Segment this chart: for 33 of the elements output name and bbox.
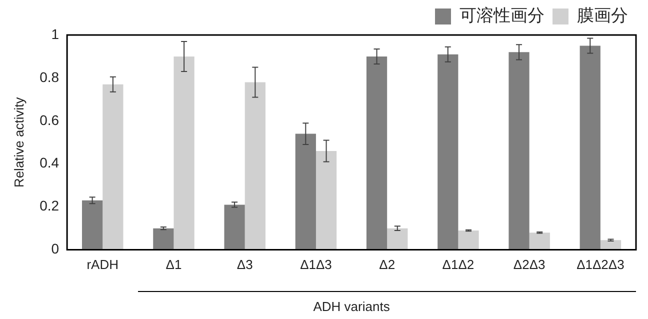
bar — [458, 230, 479, 250]
bar — [508, 52, 530, 250]
bar — [387, 228, 408, 250]
bar — [438, 54, 458, 250]
bar — [82, 200, 103, 250]
x-tick-label: Δ2Δ3 — [513, 257, 546, 272]
bar — [366, 56, 388, 250]
bar — [153, 228, 174, 250]
y-tick-label: 1 — [51, 26, 60, 42]
bar — [174, 56, 194, 250]
y-axis-title: Relative activity — [11, 96, 26, 188]
legend-label: 可溶性画分 — [460, 6, 544, 26]
y-tick-label: 0.4 — [40, 154, 60, 171]
bar — [580, 46, 600, 250]
x-tick-label: Δ1 — [166, 257, 182, 272]
y-tick-label: 0 — [51, 240, 60, 257]
x-tick-label: Δ2 — [379, 257, 396, 272]
x-axis-title: ADH variants — [313, 298, 390, 314]
legend-label: 膜画分 — [577, 6, 628, 26]
y-tick-label: 0.2 — [40, 198, 60, 214]
bar — [529, 232, 550, 250]
bar — [102, 84, 124, 250]
x-tick-label: Δ3 — [236, 257, 253, 272]
y-tick-label: 0.6 — [40, 112, 60, 128]
bar — [224, 204, 245, 250]
bar — [316, 150, 337, 250]
bar — [244, 82, 266, 250]
x-tick-label: rADH — [86, 257, 119, 272]
x-tick-label: Δ1Δ2 — [442, 257, 474, 272]
x-tick-label: Δ1Δ2Δ3 — [576, 257, 624, 272]
y-tick-label: 0.8 — [40, 68, 60, 85]
x-tick-label: Δ1Δ3 — [300, 257, 332, 272]
bar — [295, 134, 316, 250]
